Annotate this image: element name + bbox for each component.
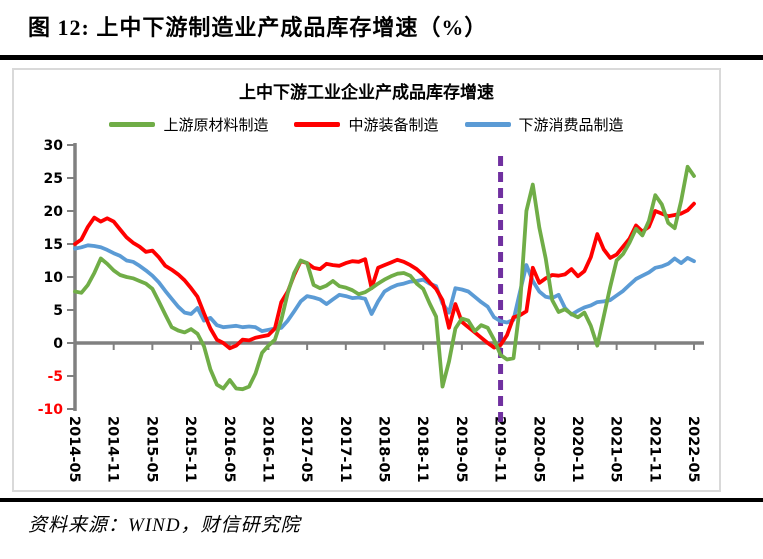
y-tick-label: 5 [53, 303, 63, 319]
x-tick-label: 2019-05 [453, 416, 469, 483]
footer-divider-rule [0, 498, 763, 502]
chart-title: 上中下游工业企业产成品库存增速 [239, 83, 494, 103]
x-tick-label: 2022-05 [685, 416, 701, 483]
y-tick-label: 0 [53, 336, 63, 352]
legend-label: 中游装备制造 [348, 116, 439, 134]
series-upstream-line [73, 164, 696, 392]
y-tick-label: 15 [44, 237, 63, 253]
x-tick-label: 2015-05 [143, 416, 159, 483]
x-tick-label: 2016-05 [221, 416, 237, 483]
x-tick-label: 2017-05 [298, 416, 314, 483]
y-tick-label: 10 [44, 270, 64, 286]
legend-item-1: 中游装备制造 [294, 114, 439, 135]
figure-title: 图 12: 上中下游制造业产成品库存增速（%） [28, 15, 488, 40]
y-tick-label: 30 [44, 138, 64, 154]
y-tick-label: -10 [38, 402, 64, 418]
chart-panel: 30 25 20 15 10 5 0 -5 -10 2014-05 2014-11 2015-05 20… [12, 68, 721, 492]
x-tick-label: 2015-11 [182, 416, 198, 483]
x-tick-label: 2021-11 [646, 416, 662, 483]
legend-item-0: 上游原材料制造 [109, 114, 268, 135]
x-tick-label: 2016-11 [259, 416, 275, 483]
x-tick-label: 2019-11 [492, 416, 508, 483]
legend-label: 下游消费品制造 [518, 116, 624, 134]
legend-line-swatch [294, 122, 341, 127]
data-source-note: 资料来源：WIND，财信研究院 [28, 515, 301, 536]
legend-label: 上游原材料制造 [163, 116, 269, 134]
y-tick-label: 20 [44, 204, 64, 220]
x-tick-label: 2018-11 [414, 416, 430, 483]
chart-legend: 上游原材料制造 中游装备制造 下游消费品制造 [14, 114, 719, 135]
x-tick-label: 2020-05 [530, 416, 546, 483]
x-tick-label: 2014-11 [105, 416, 121, 483]
series-downstream-line [73, 243, 696, 334]
series-midstream-line [73, 201, 696, 351]
legend-line-swatch [109, 122, 156, 127]
legend-line-swatch [464, 122, 511, 127]
x-tick-label: 2014-05 [66, 416, 82, 483]
x-tick-label: 2020-11 [569, 416, 585, 483]
x-tick-label: 2017-11 [337, 416, 353, 483]
x-tick-label: 2021-05 [608, 416, 624, 483]
y-tick-label: -5 [47, 369, 63, 385]
y-tick-label: 25 [44, 171, 63, 187]
x-tick-label: 2018-05 [376, 416, 392, 483]
title-divider-rule [0, 55, 763, 60]
legend-item-2: 下游消费品制造 [464, 114, 624, 135]
